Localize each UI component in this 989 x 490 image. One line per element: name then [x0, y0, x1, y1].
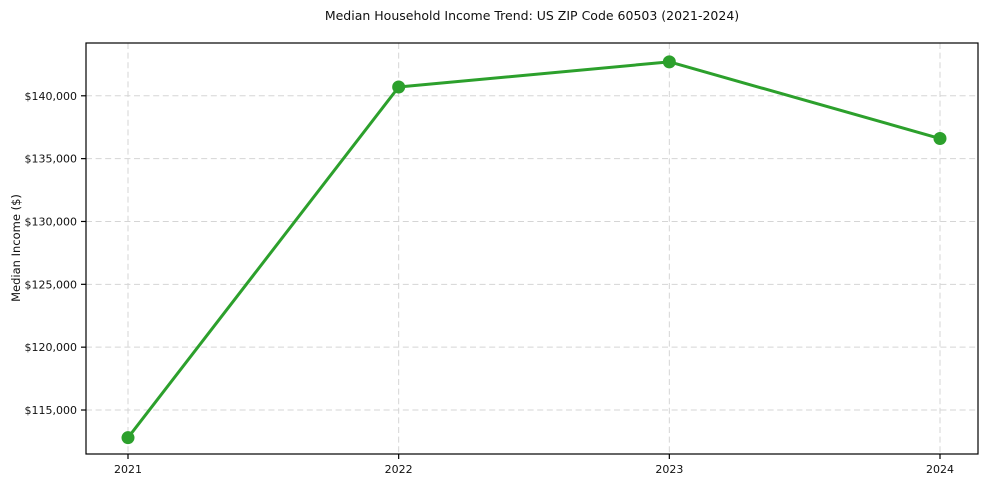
y-axis-label: Median Income ($)	[9, 194, 23, 302]
y-tick-label: $125,000	[25, 278, 78, 291]
data-point-marker	[933, 132, 947, 146]
y-tick-label: $130,000	[25, 215, 78, 228]
y-tick-label: $115,000	[25, 404, 78, 417]
data-point-marker	[121, 431, 135, 445]
data-point-marker	[662, 55, 676, 69]
y-tick-label: $140,000	[25, 90, 78, 103]
x-tick-label: 2023	[655, 463, 683, 476]
y-tick-label: $120,000	[25, 341, 78, 354]
y-tick-label: $135,000	[25, 153, 78, 166]
x-tick-label: 2024	[926, 463, 954, 476]
data-point-marker	[392, 80, 406, 94]
x-tick-label: 2021	[114, 463, 142, 476]
x-tick-label: 2022	[385, 463, 413, 476]
axes-spines	[85, 42, 979, 455]
data-line	[126, 60, 942, 440]
chart-title: Median Household Income Trend: US ZIP Co…	[324, 8, 740, 23]
